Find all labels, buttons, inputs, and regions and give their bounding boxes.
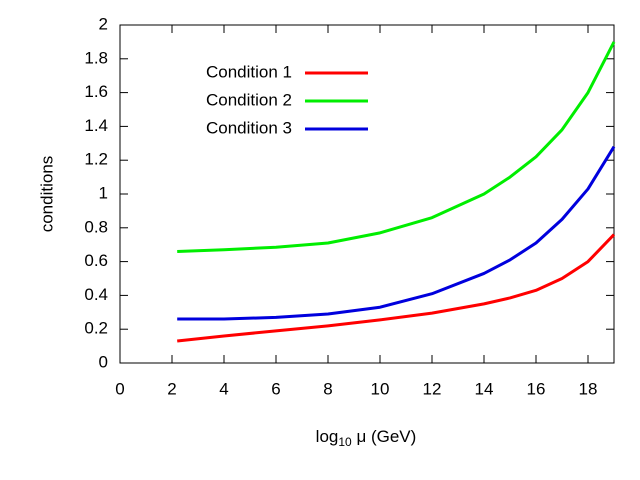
legend-label: Condition 3 bbox=[206, 118, 292, 137]
x-axis-label: log10 μ (GeV) bbox=[316, 427, 417, 449]
x-tick-label: 18 bbox=[579, 379, 598, 398]
y-tick-label: 0.4 bbox=[84, 285, 108, 304]
series-line bbox=[177, 41, 616, 253]
y-tick-label: 1.4 bbox=[84, 116, 108, 135]
y-tick-label: 2 bbox=[99, 14, 108, 33]
series-line bbox=[177, 145, 616, 321]
y-axis-label: conditions bbox=[37, 156, 56, 233]
x-tick-label: 6 bbox=[271, 379, 280, 398]
x-axis-label-base: log bbox=[316, 427, 339, 446]
x-tick-label: 12 bbox=[423, 379, 442, 398]
y-tick-label: 0 bbox=[99, 352, 108, 371]
x-tick-label: 14 bbox=[475, 379, 494, 398]
legend-label: Condition 1 bbox=[206, 62, 292, 81]
y-tick-label: 1.8 bbox=[84, 48, 108, 67]
y-tick-label: 0.6 bbox=[84, 251, 108, 270]
y-tick-label: 1.2 bbox=[84, 150, 108, 169]
legend-label: Condition 2 bbox=[206, 90, 292, 109]
x-tick-label: 2 bbox=[167, 379, 176, 398]
y-tick-label: 1.6 bbox=[84, 82, 108, 101]
x-tick-label: 8 bbox=[323, 379, 332, 398]
x-tick-label: 4 bbox=[219, 379, 228, 398]
plot-border bbox=[119, 24, 615, 364]
y-tick-label: 1 bbox=[99, 183, 108, 202]
x-axis-label-subscript: 10 bbox=[338, 435, 352, 449]
series-line bbox=[177, 233, 616, 343]
x-axis-label-rest: μ (GeV) bbox=[352, 427, 417, 446]
y-tick-label: 0.2 bbox=[84, 319, 108, 338]
x-tick-label: 10 bbox=[371, 379, 390, 398]
x-tick-label: 0 bbox=[115, 379, 124, 398]
y-tick-label: 0.8 bbox=[84, 217, 108, 236]
x-tick-label: 16 bbox=[527, 379, 546, 398]
